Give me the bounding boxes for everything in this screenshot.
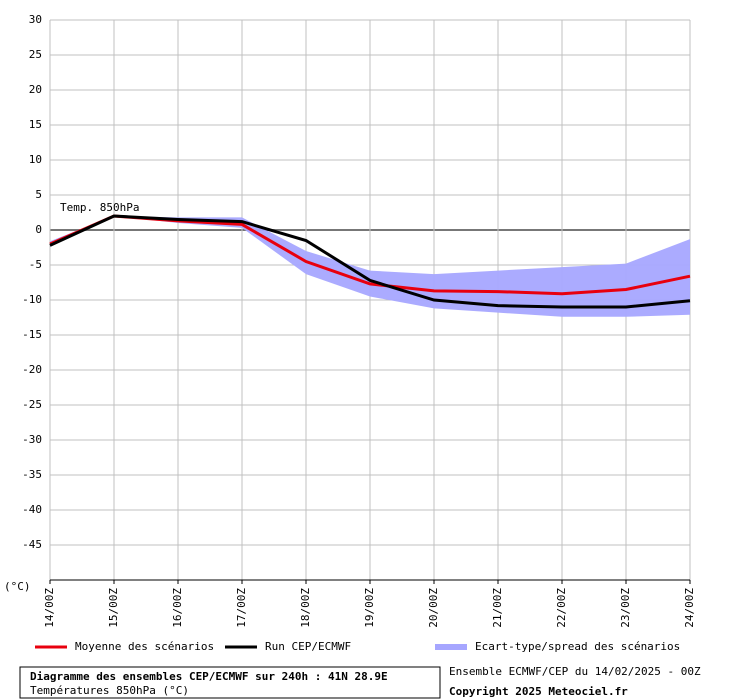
annotation: Temp. 850hPa (60, 201, 139, 214)
x-tick-label: 24/00Z (683, 588, 696, 628)
legend-mean-swatch (35, 645, 67, 649)
legend-mean: Moyenne des scénarios (75, 640, 214, 653)
x-tick-label: 22/00Z (555, 588, 568, 628)
chart-title: Diagramme des ensembles CEP/ECMWF sur 24… (30, 670, 388, 683)
x-tick-label: 20/00Z (427, 588, 440, 628)
legend-band: Ecart-type/spread des scénarios (475, 640, 680, 653)
y-unit-label: (°C) (4, 580, 31, 593)
y-tick-label: -10 (22, 293, 42, 306)
x-tick-label: 17/00Z (235, 588, 248, 628)
legend-band-swatch (435, 644, 467, 650)
y-tick-label: -45 (22, 538, 42, 551)
y-tick-label: -30 (22, 433, 42, 446)
plot: 30 25 20 15 10 5 0 -5 -10 -15 -20 -25 -30 -35 -40 -45 14… (22, 13, 696, 653)
y-tick-label: -40 (22, 503, 42, 516)
legend-run: Run CEP/ECMWF (265, 640, 351, 653)
x-tick-label: 14/00Z (43, 588, 56, 628)
y-tick-label: 10 (29, 153, 42, 166)
y-tick-label: 0 (35, 223, 42, 236)
x-tick-label: 21/00Z (491, 588, 504, 628)
copyright: Copyright 2025 Meteociel.fr (449, 685, 628, 698)
y-tick-label: -15 (22, 328, 42, 341)
chart-subtitle: Températures 850hPa (°C) (30, 684, 189, 697)
y-tick-label: -35 (22, 468, 42, 481)
y-tick-label: -5 (29, 258, 42, 271)
y-tick-label: 30 (29, 13, 42, 26)
series-line (49, 214, 691, 309)
title-box (19, 666, 441, 699)
y-tick-label: 20 (29, 83, 42, 96)
y-tick-label: 25 (29, 48, 42, 61)
y-tick-label: 5 (35, 188, 42, 201)
legend-run-swatch (225, 645, 257, 649)
run-info: Ensemble ECMWF/CEP du 14/02/2025 - 00Z (449, 665, 701, 678)
y-tick-label: -20 (22, 363, 42, 376)
x-tick-label: 15/00Z (107, 588, 120, 628)
x-tick-label: 18/00Z (299, 588, 312, 628)
y-tick-label: -25 (22, 398, 42, 411)
y-tick-label: 15 (29, 118, 42, 131)
x-tick-label: 19/00Z (363, 588, 376, 628)
x-tick-label: 16/00Z (171, 588, 184, 628)
x-tick-label: 23/00Z (619, 588, 632, 628)
